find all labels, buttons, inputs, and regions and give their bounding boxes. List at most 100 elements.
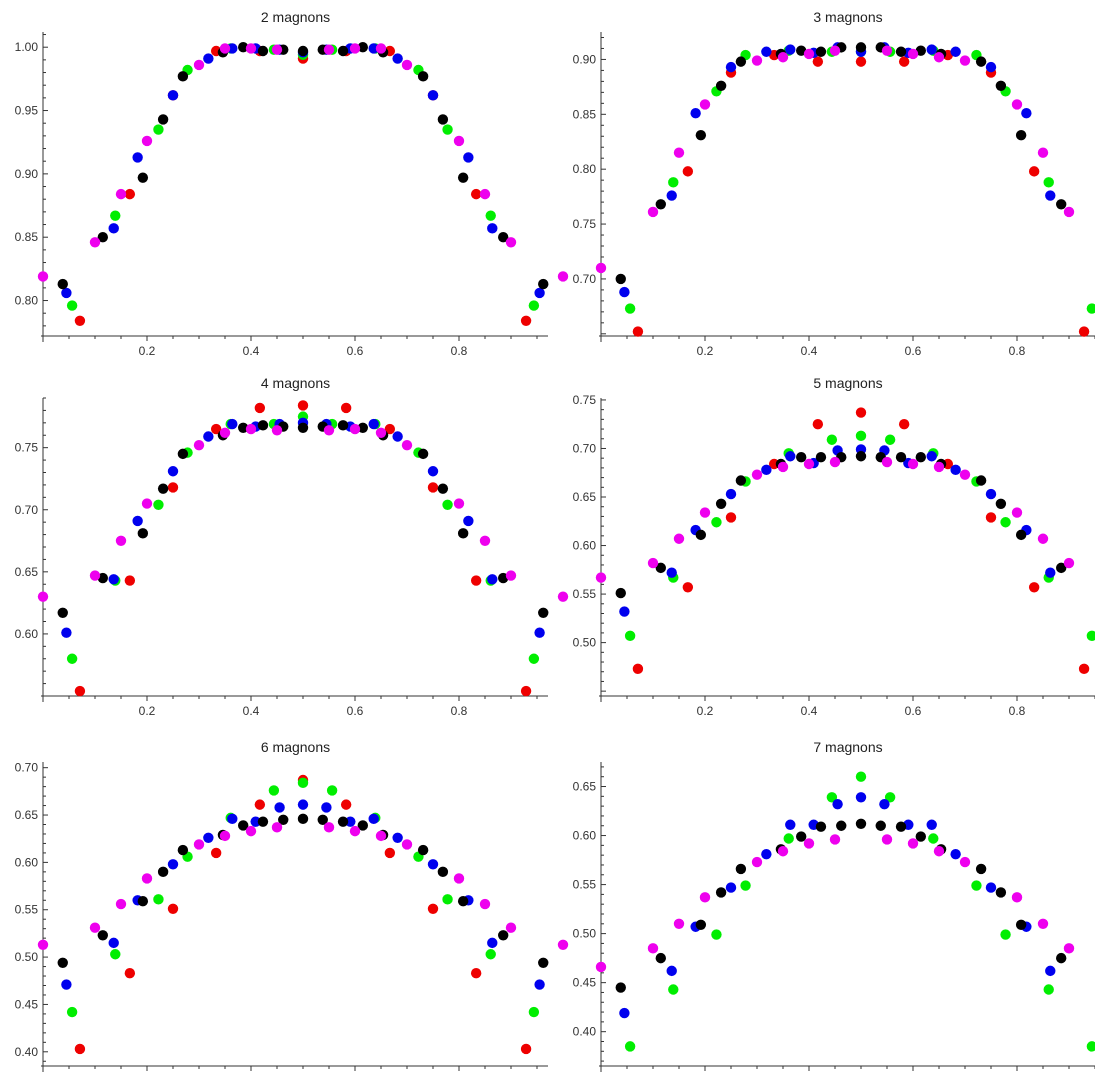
data-point (829, 834, 841, 845)
data-point (57, 607, 68, 619)
series-magenta (37, 43, 569, 282)
data-point (1011, 99, 1023, 110)
y-tick-label: 0.65 (15, 565, 39, 579)
data-point (257, 816, 269, 827)
y-tick-label: 0.50 (573, 636, 597, 650)
x-tick-label: 0.6 (347, 704, 364, 718)
data-point (933, 52, 945, 63)
data-point (884, 434, 896, 445)
data-point (250, 816, 261, 827)
data-point (57, 957, 68, 968)
data-point (326, 785, 338, 796)
y-tick-label: 0.65 (15, 808, 39, 822)
data-point (66, 653, 78, 664)
y-tick-label: 0.70 (573, 272, 597, 286)
series-magenta (595, 456, 1075, 583)
data-point (417, 448, 429, 460)
data-point (1043, 177, 1054, 188)
panel-title: 7 magnons (813, 739, 882, 755)
data-point (725, 488, 737, 500)
data-point (711, 929, 722, 940)
data-point (1056, 199, 1067, 210)
data-point (699, 507, 711, 518)
y-tick-label: 0.40 (573, 1025, 597, 1039)
y-tick-label: 0.85 (15, 230, 39, 244)
data-point (227, 43, 238, 54)
data-point (193, 439, 205, 451)
data-point (1063, 557, 1075, 569)
data-point (898, 56, 910, 67)
data-point (505, 237, 517, 248)
y-tick-label: 0.75 (15, 441, 39, 455)
y-tick-label: 0.70 (15, 503, 39, 517)
data-point (725, 61, 737, 73)
y-tick-label: 0.55 (573, 587, 597, 601)
data-point (392, 53, 403, 64)
data-point (534, 627, 545, 638)
data-point (392, 431, 403, 442)
series-green (66, 777, 540, 1018)
data-point (595, 961, 607, 973)
panel-6-magnons: 6 magnons 0.20.40.60.80.400.450.500.550.… (15, 739, 569, 1072)
data-point (453, 873, 465, 884)
data-point (245, 825, 257, 837)
data-point (740, 880, 751, 891)
data-point (855, 451, 867, 462)
data-point (666, 567, 677, 578)
data-point (498, 232, 509, 243)
data-point (427, 859, 439, 870)
data-point (751, 469, 763, 480)
y-tick-label: 0.60 (573, 539, 597, 553)
data-point (595, 572, 607, 583)
data-point (340, 799, 352, 810)
data-point (193, 59, 205, 71)
series-magenta (595, 45, 1075, 274)
data-point (666, 190, 677, 201)
data-point (695, 129, 707, 141)
data-point (796, 45, 807, 56)
data-point (384, 423, 396, 435)
data-point (297, 799, 309, 810)
data-point (655, 562, 666, 574)
data-point (274, 802, 285, 813)
y-tick-label: 0.55 (15, 903, 39, 917)
data-point (498, 572, 509, 584)
data-point (975, 863, 987, 875)
data-point (881, 45, 893, 56)
data-point (812, 56, 824, 67)
data-point (803, 48, 815, 60)
data-point (1086, 1041, 1095, 1052)
data-point (895, 821, 907, 832)
data-point (167, 903, 179, 914)
data-point (1015, 529, 1027, 541)
panel-4-magnons: 4 magnons 0.2 0.4 0.6 0.8 0.60 0.65 0.70 0.75 (15, 375, 569, 718)
data-point (624, 1041, 636, 1052)
data-point (37, 591, 49, 602)
data-point (349, 423, 361, 435)
data-point (297, 400, 309, 411)
data-point (673, 147, 685, 158)
data-point (761, 46, 772, 57)
data-point (715, 887, 727, 898)
data-point (761, 464, 772, 476)
data-point (915, 45, 926, 56)
data-point (895, 46, 907, 57)
data-point (995, 887, 1007, 898)
data-point (682, 582, 694, 593)
series-green (66, 411, 540, 664)
data-point (153, 124, 164, 135)
data-point (177, 844, 189, 856)
data-point (829, 456, 841, 468)
data-point (210, 847, 222, 859)
data-point (108, 937, 119, 949)
data-point (132, 515, 143, 527)
y-tick-label: 0.70 (573, 441, 597, 455)
data-point (505, 570, 517, 581)
data-point (959, 856, 971, 868)
data-point (815, 452, 827, 463)
data-point (1045, 190, 1056, 201)
data-point (528, 1006, 540, 1018)
data-point (915, 831, 926, 842)
data-point (520, 315, 532, 326)
